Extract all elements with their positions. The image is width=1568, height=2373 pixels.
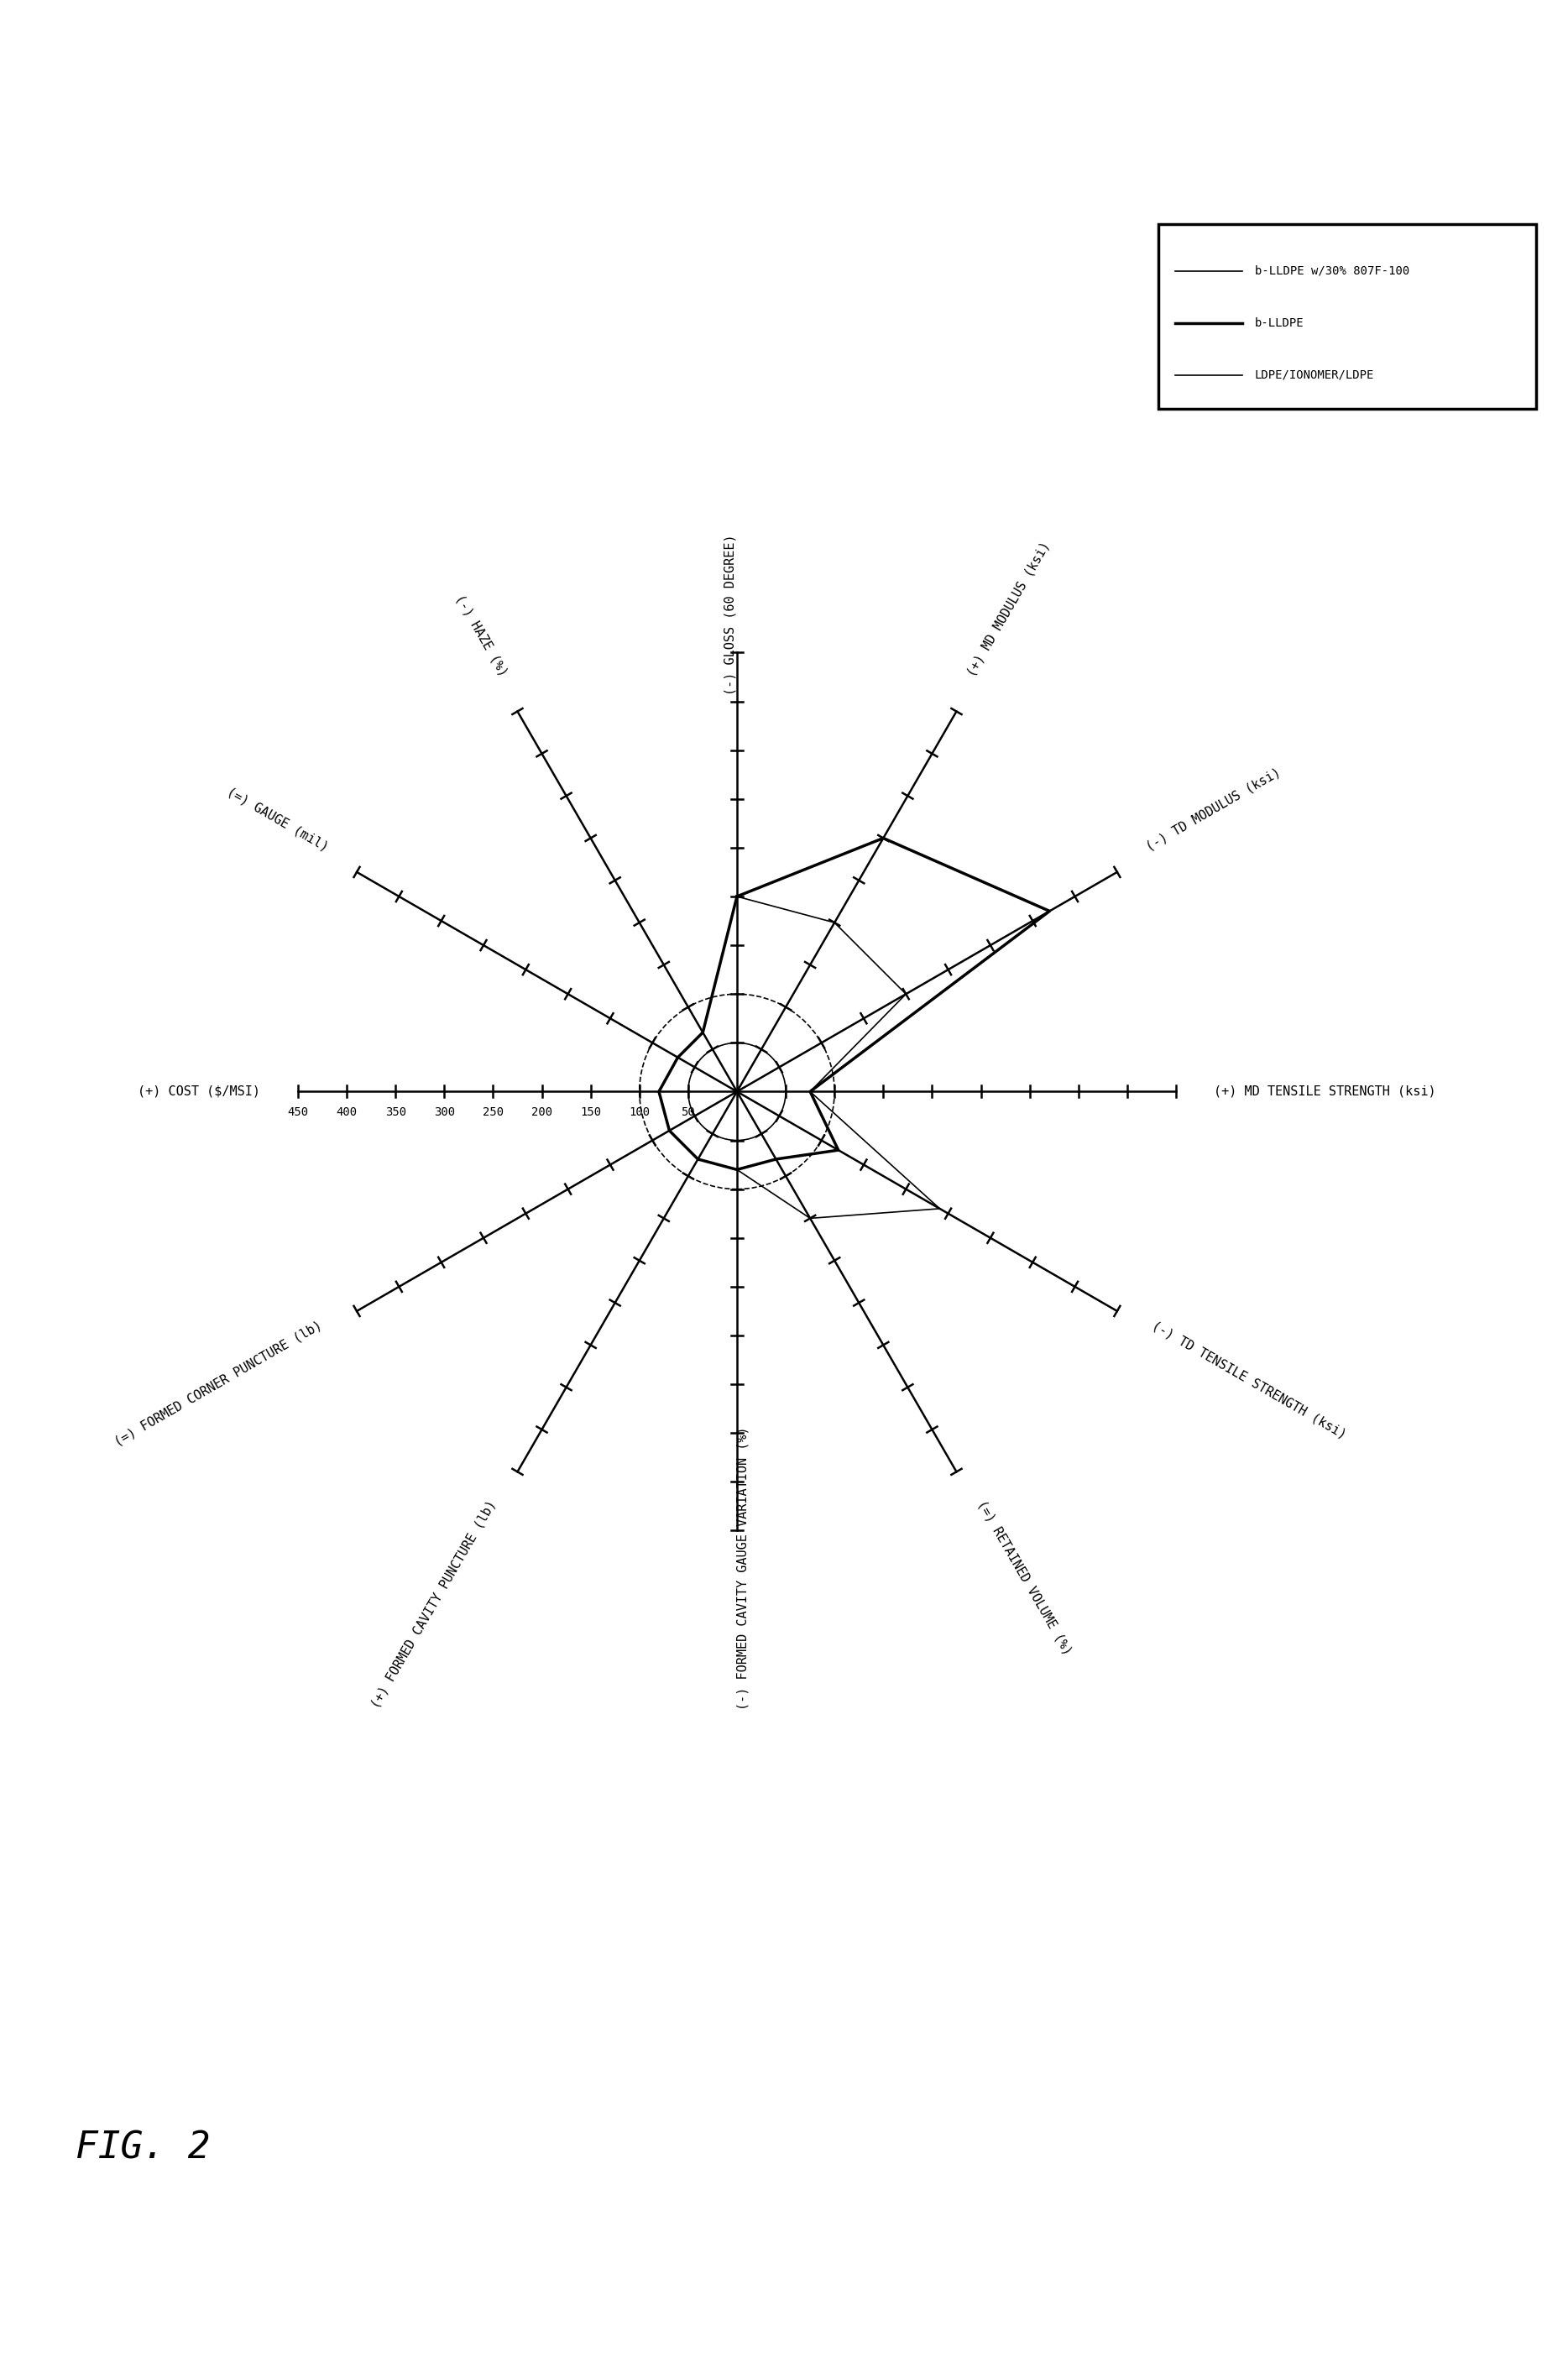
Text: (=) RETAINED VOLUME (%): (=) RETAINED VOLUME (%): [975, 1497, 1074, 1656]
Text: 250: 250: [483, 1106, 503, 1118]
Text: (+) MD MODULUS (ksi): (+) MD MODULUS (ksi): [964, 539, 1052, 679]
Text: (-) FORMED CAVITY GAUGE VARIATION (%): (-) FORMED CAVITY GAUGE VARIATION (%): [737, 1426, 750, 1711]
Text: (+) MD TENSILE STRENGTH (ksi): (+) MD TENSILE STRENGTH (ksi): [1214, 1084, 1436, 1099]
Text: 150: 150: [580, 1106, 601, 1118]
Text: b-LLDPE: b-LLDPE: [1254, 318, 1305, 330]
Text: LDPE/IONOMER/LDPE: LDPE/IONOMER/LDPE: [1254, 370, 1375, 382]
Text: FIG. 2: FIG. 2: [75, 2129, 210, 2167]
Bar: [1159, 223, 1537, 408]
Text: (+) COST ($/MSI): (+) COST ($/MSI): [138, 1084, 260, 1099]
Text: b-LLDPE w/30% 807F-100: b-LLDPE w/30% 807F-100: [1254, 266, 1410, 278]
Text: (-) GLOSS (60 DEGREE): (-) GLOSS (60 DEGREE): [724, 534, 737, 695]
Text: (=) GAUGE (mil): (=) GAUGE (mil): [224, 785, 331, 854]
Text: (-) TD MODULUS (ksi): (-) TD MODULUS (ksi): [1143, 766, 1283, 854]
Text: 50: 50: [681, 1106, 695, 1118]
Text: 100: 100: [629, 1106, 651, 1118]
Text: 350: 350: [386, 1106, 406, 1118]
Text: (+) FORMED CAVITY PUNCTURE (lb): (+) FORMED CAVITY PUNCTURE (lb): [368, 1497, 499, 1711]
Text: (-) HAZE (%): (-) HAZE (%): [453, 593, 510, 679]
Text: 200: 200: [532, 1106, 552, 1118]
Text: 400: 400: [336, 1106, 358, 1118]
Text: (=) FORMED CORNER PUNCTURE (lb): (=) FORMED CORNER PUNCTURE (lb): [113, 1319, 325, 1448]
Text: 300: 300: [434, 1106, 455, 1118]
Text: 450: 450: [287, 1106, 309, 1118]
Text: (-) TD TENSILE STRENGTH (ksi): (-) TD TENSILE STRENGTH (ksi): [1149, 1319, 1348, 1440]
